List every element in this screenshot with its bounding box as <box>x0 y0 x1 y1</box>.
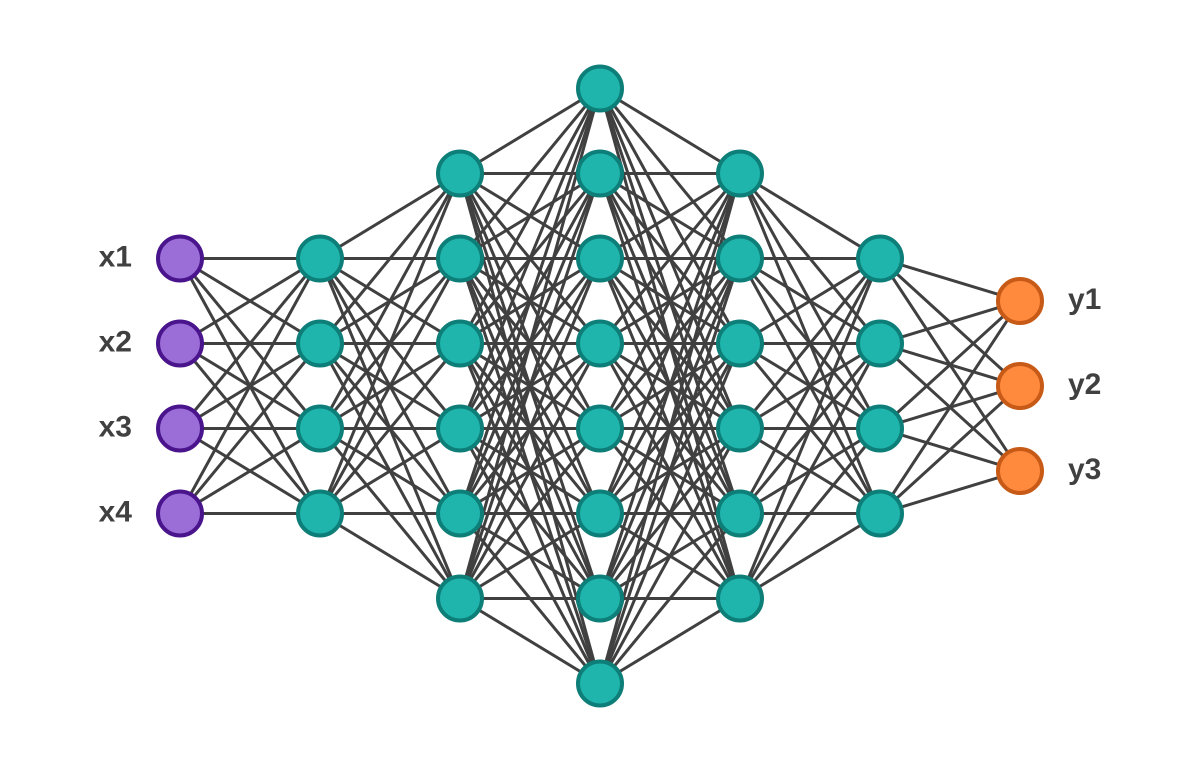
hidden3-node <box>578 407 622 451</box>
hidden2-node <box>438 492 482 536</box>
hidden5-node <box>858 492 902 536</box>
input-label: x4 <box>99 495 133 528</box>
hidden1-node <box>298 407 342 451</box>
input-node <box>158 407 202 451</box>
edge <box>320 174 460 429</box>
hidden3-node <box>578 67 622 111</box>
nodes-group <box>158 67 1042 706</box>
edge <box>740 344 880 599</box>
hidden5-node <box>858 322 902 366</box>
edge <box>320 514 460 599</box>
hidden4-node <box>718 322 762 366</box>
neural-network-diagram: x1 x2 x3 x4 y1 y2 y3 <box>0 0 1200 773</box>
edge <box>460 89 600 514</box>
output-label: y3 <box>1068 453 1101 486</box>
hidden5-node <box>858 407 902 451</box>
output-label: y1 <box>1068 283 1101 316</box>
hidden2-node <box>438 577 482 621</box>
hidden3-node <box>578 492 622 536</box>
input-node <box>158 492 202 536</box>
input-node <box>158 237 202 281</box>
hidden4-node <box>718 577 762 621</box>
hidden3-node <box>578 237 622 281</box>
edge <box>740 514 880 599</box>
hidden3-node <box>578 152 622 196</box>
input-label: x2 <box>99 325 132 358</box>
hidden4-node <box>718 407 762 451</box>
hidden1-node <box>298 237 342 281</box>
hidden2-node <box>438 152 482 196</box>
hidden2-node <box>438 237 482 281</box>
edge <box>600 259 740 684</box>
hidden4-node <box>718 492 762 536</box>
input-label: x1 <box>99 240 132 273</box>
edge <box>740 174 880 259</box>
hidden4-node <box>718 152 762 196</box>
hidden4-node <box>718 237 762 281</box>
hidden1-node <box>298 322 342 366</box>
hidden3-node <box>578 577 622 621</box>
input-label: x3 <box>99 410 132 443</box>
output-node <box>998 449 1042 493</box>
hidden3-node <box>578 662 622 706</box>
hidden5-node <box>858 237 902 281</box>
hidden2-node <box>438 407 482 451</box>
edge <box>320 174 460 259</box>
hidden1-node <box>298 492 342 536</box>
hidden3-node <box>578 322 622 366</box>
output-node <box>998 364 1042 408</box>
hidden2-node <box>438 322 482 366</box>
output-label: y2 <box>1068 368 1101 401</box>
output-node <box>998 279 1042 323</box>
input-node <box>158 322 202 366</box>
